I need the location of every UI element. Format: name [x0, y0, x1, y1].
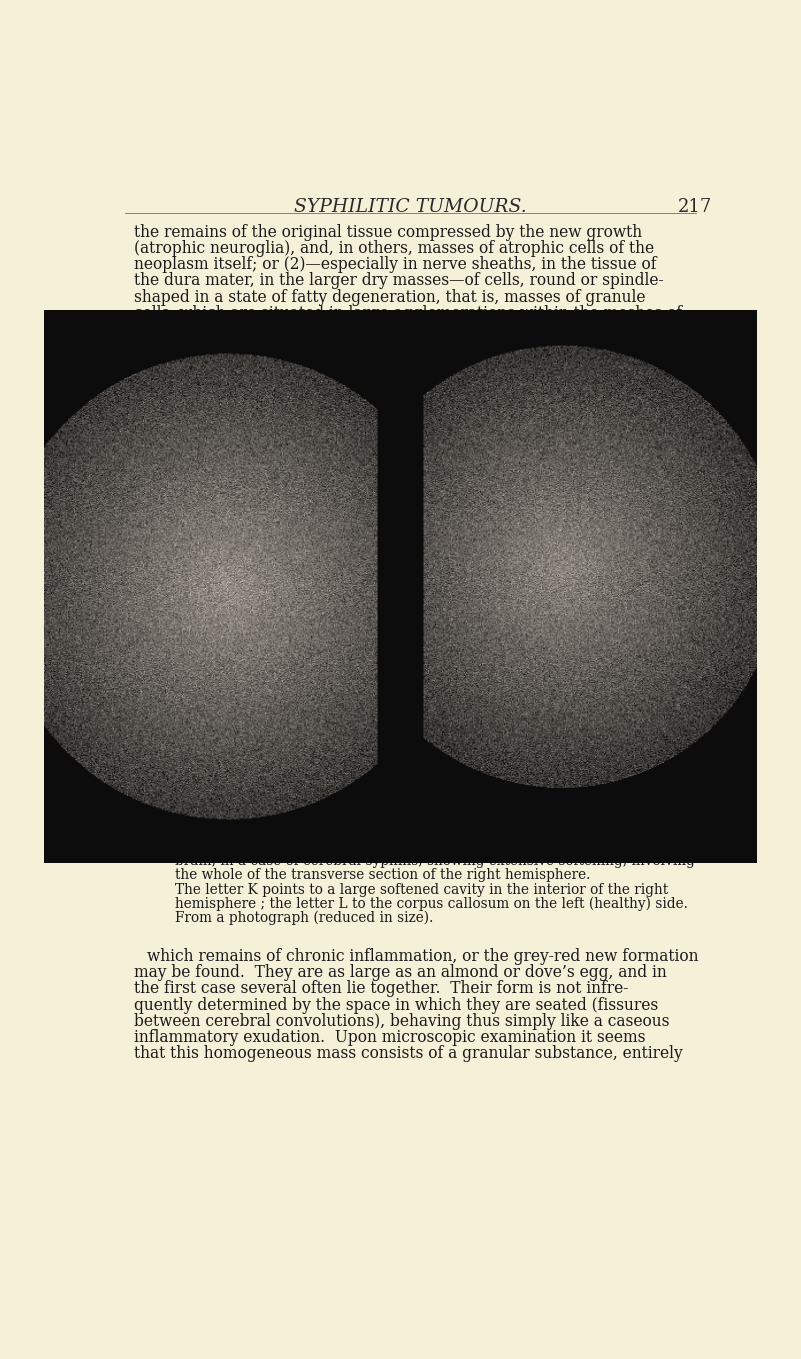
Text: may be found.  They are as large as an almond or dove’s egg, and in: may be found. They are as large as an al… — [135, 964, 667, 981]
Text: the remains of the original tissue compressed by the new growth: the remains of the original tissue compr… — [135, 224, 642, 241]
Text: brain, in a case of cerebral syphilis, showing extensive softening, involving: brain, in a case of cerebral syphilis, s… — [175, 855, 694, 868]
Text: shaped in a state of fatty degeneration, that is, masses of granule: shaped in a state of fatty degeneration,… — [135, 288, 646, 306]
Text: (atrophic neuroglia), and, in others, masses of atrophic cells of the: (atrophic neuroglia), and, in others, ma… — [135, 241, 654, 257]
Text: quently determined by the space in which they are seated (fissures: quently determined by the space in which… — [135, 996, 658, 1014]
Text: cells, which are situated in large agglomerations within the meshes of: cells, which are situated in large agglo… — [135, 304, 682, 322]
Text: Fig. 83.—Transverse vertical section through the occipital lobes of the: Fig. 83.—Transverse vertical section thr… — [206, 840, 694, 853]
Text: the dura mater, in the larger dry masses—of cells, round or spindle-: the dura mater, in the larger dry masses… — [135, 272, 664, 289]
Text: between cerebral convolutions), behaving thus simply like a caseous: between cerebral convolutions), behaving… — [135, 1012, 670, 1030]
Text: which remains of chronic inflammation, or the grey-red new formation: which remains of chronic inflammation, o… — [147, 949, 698, 965]
Text: SYPHILITIC TUMOURS.: SYPHILITIC TUMOURS. — [294, 197, 527, 216]
Text: inflammatory exudation.  Upon microscopic examination it seems: inflammatory exudation. Upon microscopic… — [135, 1029, 646, 1046]
Text: “ Secondly, we find them in the form of completely circumscribed,: “ Secondly, we find them in the form of … — [147, 345, 663, 363]
Text: that this homogeneous mass consists of a granular substance, entirely: that this homogeneous mass consists of a… — [135, 1045, 683, 1063]
Text: neoplasm itself; or (2)—especially in nerve sheaths, in the tissue of: neoplasm itself; or (2)—especially in ne… — [135, 257, 657, 273]
Text: The letter K points to a large softened cavity in the interior of the right: The letter K points to a large softened … — [175, 882, 668, 897]
Text: the whole of the transverse section of the right hemisphere.: the whole of the transverse section of t… — [175, 868, 590, 882]
Text: From a photograph (reduced in size).: From a photograph (reduced in size). — [175, 911, 433, 925]
Text: 217: 217 — [678, 197, 712, 216]
Text: hemisphere ; the letter L to the corpus callosum on the left (healthy) side.: hemisphere ; the letter L to the corpus … — [175, 897, 687, 911]
Bar — [135, 402, 686, 828]
Text: often almost encapsuled tumours (like cerebral tubercles), around: often almost encapsuled tumours (like ce… — [135, 361, 653, 379]
Text: the original tissue.: the original tissue. — [135, 321, 280, 338]
Text: the first case several often lie together.  Their form is not infre-: the first case several often lie togethe… — [135, 980, 629, 998]
